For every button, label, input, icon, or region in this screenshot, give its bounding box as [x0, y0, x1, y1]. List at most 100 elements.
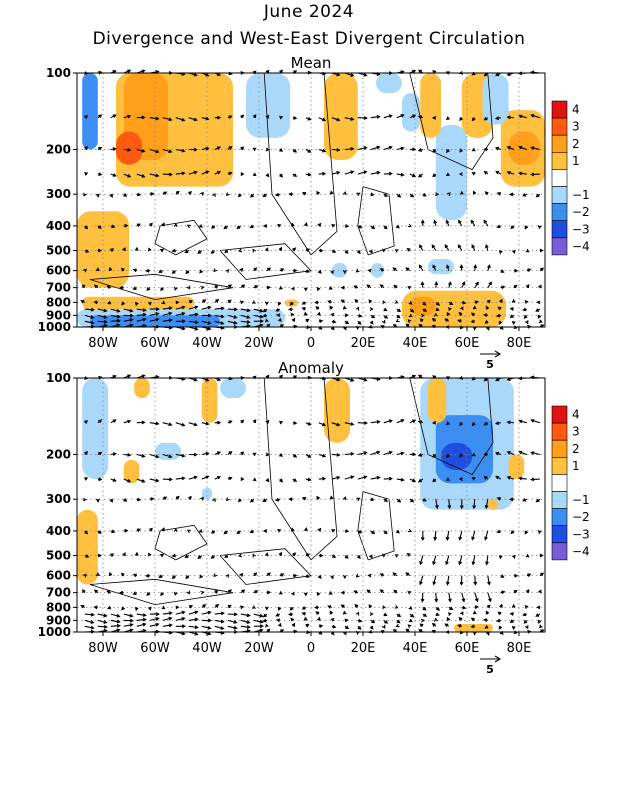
vector-arrow: [370, 475, 381, 480]
vector-arrow: [249, 498, 255, 503]
vector-arrow: [214, 451, 222, 455]
vector-arrow: [262, 224, 268, 228]
vector-arrow: [279, 453, 284, 457]
vector-arrow: [188, 117, 198, 122]
vector-arrow: [81, 589, 86, 594]
vector-arrow: [197, 250, 203, 254]
vector-arrow: [369, 612, 374, 616]
vector-arrow: [526, 573, 532, 577]
vector-arrow: [383, 530, 388, 535]
vector-arrow: [522, 498, 528, 502]
vector-arrow: [496, 192, 501, 196]
vector-arrow: [539, 267, 545, 272]
vector-arrow: [396, 451, 405, 456]
vector-arrow: [214, 611, 225, 616]
vector-arrow: [188, 147, 198, 152]
vector-arrow: [292, 247, 297, 252]
y-tick-label: 800: [46, 295, 71, 309]
vector-arrow: [123, 173, 132, 178]
contour-line: [219, 243, 312, 280]
vector-arrow: [264, 301, 269, 306]
vector-arrow: [276, 618, 281, 623]
y-tick-label: 500: [46, 244, 71, 258]
x-tick-label: 40W: [192, 641, 222, 656]
vector-arrow: [509, 192, 514, 197]
vector-arrow: [474, 605, 479, 610]
vector-layer: [80, 69, 545, 331]
vector-arrow: [214, 314, 225, 319]
vector-arrow: [396, 146, 405, 151]
vector-arrow: [487, 592, 492, 603]
colorbar-segment: [551, 456, 568, 475]
vector-arrow: [408, 313, 413, 318]
vector-arrow: [106, 590, 112, 594]
vector-arrow: [420, 618, 425, 623]
vector-arrow: [484, 191, 489, 195]
shaded-region: [77, 509, 98, 585]
vector-arrow: [383, 498, 389, 502]
vector-arrow: [84, 477, 89, 481]
vector-arrow: [344, 618, 349, 623]
vector-arrow: [512, 249, 516, 255]
vector-arrow: [328, 286, 333, 290]
vector-arrow: [199, 269, 204, 274]
vector-arrow: [457, 624, 462, 628]
vector-arrow: [83, 268, 87, 273]
vector-arrow: [356, 555, 361, 560]
x-tick-label: 40E: [403, 336, 428, 351]
vector-arrow: [201, 305, 212, 310]
vector-arrow: [291, 317, 296, 322]
vector-arrow: [237, 498, 242, 503]
vector-arrow: [301, 301, 307, 305]
vector-arrow: [382, 553, 386, 558]
vector-arrow: [275, 613, 281, 617]
vector-arrow: [459, 148, 464, 153]
vector-arrow: [200, 590, 205, 595]
vector-arrow: [262, 193, 268, 198]
vector-arrow: [379, 268, 385, 272]
vector-arrow: [149, 612, 160, 617]
vector-arrow: [236, 530, 242, 535]
vector-arrow: [266, 285, 271, 290]
vector-arrow: [483, 313, 488, 318]
vector-arrow: [329, 495, 334, 500]
vector-arrow: [227, 476, 233, 481]
vector-arrow: [84, 612, 95, 617]
vector-arrow: [227, 299, 232, 304]
vector-arrow: [525, 248, 530, 253]
vector-arrow: [262, 529, 268, 533]
vector-arrow: [355, 573, 360, 578]
vector-arrow: [162, 311, 173, 316]
vector-arrow: [432, 555, 437, 566]
vector-arrow: [329, 190, 334, 195]
vector-arrow: [253, 613, 264, 618]
vector-arrow: [315, 306, 320, 310]
shaded-region: [420, 73, 441, 138]
vector-arrow: [444, 623, 450, 627]
vector-arrow: [448, 606, 454, 610]
vector-arrow: [447, 499, 452, 510]
vector-arrow: [435, 301, 441, 306]
vector-arrow: [303, 222, 308, 227]
vector-arrow: [253, 267, 258, 272]
vector-arrow: [123, 498, 128, 502]
vector-arrow: [252, 553, 256, 558]
vector-arrow: [367, 268, 372, 273]
vector-arrow: [83, 573, 87, 578]
colorbar-segment: [551, 474, 568, 492]
vector-arrow: [473, 575, 478, 586]
vector-arrow: [524, 625, 529, 630]
vector-arrow: [357, 224, 363, 229]
vector-arrow: [485, 610, 490, 615]
vector-arrow: [383, 145, 393, 151]
vector-arrow: [431, 420, 437, 425]
vector-arrow: [301, 306, 306, 311]
vector-arrow: [396, 314, 401, 319]
vector-arrow: [136, 420, 146, 425]
vector-arrow: [201, 146, 210, 151]
vector-arrow: [239, 267, 244, 272]
shaded-region: [201, 378, 218, 423]
vector-arrow: [290, 617, 295, 622]
vector-arrow: [265, 452, 270, 457]
vector-arrow: [331, 422, 341, 427]
